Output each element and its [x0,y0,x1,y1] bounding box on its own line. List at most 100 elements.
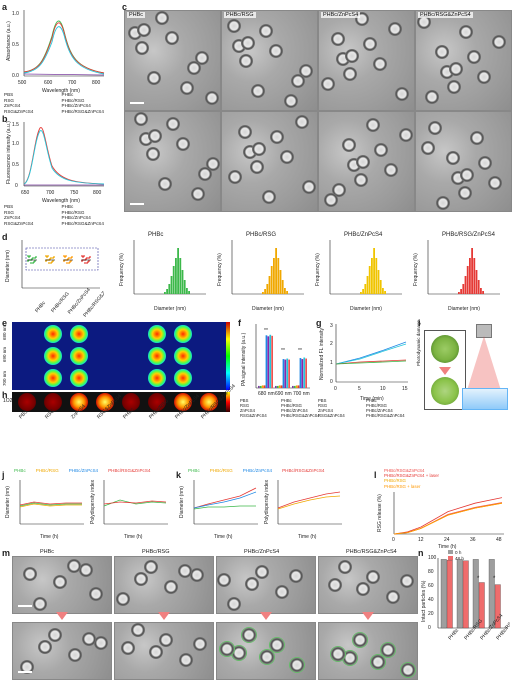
y-tick-1: 0.5 [12,162,19,168]
legend-item: PHBc/RSG&ZnPcS4 [281,413,320,418]
histogram-chart: PHBc Frequency (%) Diameter (nm) [119,232,206,312]
tem-image [415,111,512,212]
x-label-2: Time (h) [124,534,143,540]
legend-item: PHBc/RSG&ZnPcS4 [108,468,151,473]
panel-j-legend: PHBc PHBc/RSG PHBc/ZnPcS4 PHBc/RSG&ZnPcS… [14,468,194,473]
group-label-0: PHBc [447,627,460,641]
y-label: Frequency (%) [119,253,125,286]
y-tick: 80 [428,569,434,575]
nanoparticle [343,67,357,81]
scale-bar [130,102,144,104]
histogram-chart: PHBc/ZnPcS4 Frequency (%) Diameter (nm) [315,232,402,312]
legend-label: 48 h [455,556,464,561]
nanoparticle [374,143,388,157]
legend-item-0h: 0 h [448,550,464,556]
nanoparticle [137,23,151,37]
tem-image [124,111,221,212]
histogram-bar [362,289,364,294]
nanoparticle [381,643,395,657]
tem-image: PHBc/ZnPcS4 [318,10,415,111]
intact-bar [488,559,495,629]
y-label: Frequency (%) [217,253,223,286]
nanoparticle [144,560,158,574]
intact-bar [440,559,447,629]
g-line-3 [335,359,407,365]
histogram-bar [482,291,484,294]
nanoparticle [149,645,163,659]
nanoparticle [436,196,450,210]
histogram-bar [170,276,173,294]
h-row-label: 1O2 [3,398,13,404]
tem-image [221,111,318,212]
nanoparticle [467,50,481,64]
release-line [393,502,503,535]
schematic-box [424,330,466,410]
nanoparticle [238,125,252,139]
histogram-bar [460,289,462,294]
nanoparticle [242,628,256,642]
nanoparticle [356,582,370,596]
histogram-bar [475,270,478,294]
nanoparticle [459,25,473,39]
y-label: Fluorescence intensity (a.u.) [6,121,12,184]
intact-bar [472,559,479,629]
nanoparticle [417,15,431,29]
nanoparticle [269,44,283,58]
legend-item: PHBc/RSG [35,468,59,473]
x-tick-0: 0 [392,537,395,543]
y-tick-0: 0 [330,379,333,385]
release-line [393,502,503,535]
panel-letter-f: f [238,318,241,328]
panel-letter-n: n [418,548,424,558]
legend-item: PHBc/RSG [61,97,85,103]
so-well [18,393,36,411]
pa-well [44,325,62,343]
pa-bar [280,385,283,388]
histogram-bar [188,291,190,294]
legend-item: PHBc/ZnPcS4 [61,103,91,108]
legend-item: PHBc/ZnPcS4 [281,408,308,413]
nanoparticle [227,19,241,33]
pa-bar [282,359,285,388]
x-label: Diameter (nm) [448,306,480,312]
nanoparticle [68,648,82,662]
legend-item: PHBc/RSG [384,478,406,484]
pa-well [122,369,140,387]
diameter-point [88,257,90,259]
pa-well [70,369,88,387]
nanoparticle [228,170,242,184]
legend-item: PHBc/RSG&ZnPcS4 + laser [384,473,440,479]
pa-well [122,325,140,343]
intact-bar [462,560,469,629]
nanoparticle [159,633,173,647]
nanoparticle [460,168,474,182]
x-tick-3: 36 [470,537,476,543]
group-label-0: PHBc [34,300,47,314]
pa-bar [286,358,289,388]
nanoparticle [332,183,346,197]
nanoparticle [395,87,409,101]
histogram-bar [181,270,184,294]
panel-letter-m: m [2,548,11,558]
x-tick-3: 15 [402,386,408,392]
nanoparticle [179,653,193,667]
tem-image: PHBc/RSG&ZnPcS4 [415,10,512,111]
histogram-title: PHBc/ZnPcS4 [344,232,383,238]
nanoparticle [289,569,303,583]
histogram-bar [377,270,380,294]
arrow-down-icon [260,612,272,620]
y-label: Diameter (nm) [5,250,11,282]
nanoparticle [321,77,335,91]
pa-bar [301,359,304,388]
panel-letter-l: l [374,470,377,480]
histogram-bar [281,280,284,294]
nanoparticle [191,187,205,201]
y-tick: 40 [428,597,434,603]
y-tick-2: 1.0 [12,11,19,17]
diameter-point [28,256,30,258]
legend-item: PHBc/RSG&ZnPcS4 [61,108,104,114]
arrow-down-icon [362,612,374,620]
histogram-bar [179,258,182,294]
pa-well [122,347,140,365]
panel-letter-h: h [2,390,8,400]
